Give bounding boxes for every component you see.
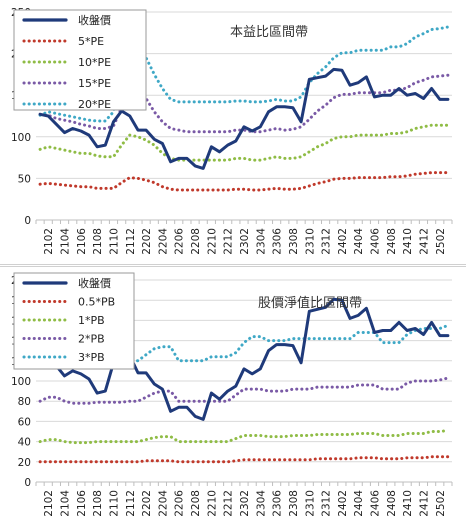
y-tick-label: 80 — [18, 396, 31, 408]
x-tick-label: 2106 — [76, 490, 88, 517]
x-tick-label: 2208 — [190, 228, 202, 255]
y-tick-label: 50 — [18, 173, 31, 185]
x-tick-label: 2502 — [435, 490, 447, 517]
x-tick-label: 2308 — [288, 228, 300, 255]
y-tick-label: 40 — [18, 437, 31, 449]
x-tick-label: 2206 — [174, 490, 186, 517]
x-tick-label: 2202 — [141, 490, 153, 517]
series-line-4 — [38, 25, 450, 123]
pb-band-chart: 0204060801001201401601802002102210421062… — [11, 272, 453, 517]
legend-label: 5*PE — [78, 35, 104, 48]
x-tick-label: 2206 — [174, 228, 186, 255]
x-tick-label: 2210 — [206, 490, 218, 517]
series-line-2 — [38, 429, 450, 445]
x-tick-label: 2412 — [418, 490, 430, 517]
x-tick-label: 2410 — [402, 228, 414, 255]
x-tick-label: 2212 — [223, 490, 235, 517]
x-tick-label: 2412 — [418, 228, 430, 255]
x-tick-label: 2502 — [435, 228, 447, 255]
x-tick-label: 2402 — [337, 490, 349, 517]
x-tick-label: 2210 — [206, 228, 218, 255]
x-tick-label: 2202 — [141, 228, 153, 255]
x-tick-label: 2110 — [108, 490, 120, 517]
x-tick-label: 2402 — [337, 228, 349, 255]
x-tick-label: 2302 — [239, 490, 251, 517]
legend-box — [13, 272, 135, 370]
x-tick-label: 2102 — [43, 228, 55, 255]
legend-label: 3*PB — [78, 351, 105, 364]
legend-label: 20*PE — [78, 98, 111, 111]
y-tick-label: 0 — [24, 477, 31, 489]
legend-box — [13, 9, 147, 111]
legend-label: 收盤價 — [78, 276, 111, 290]
x-tick-label: 2212 — [223, 228, 235, 255]
x-tick-label: 2102 — [43, 490, 55, 517]
x-tick-label: 2312 — [321, 228, 333, 255]
x-tick-label: 2304 — [255, 228, 267, 255]
x-tick-label: 2408 — [386, 228, 398, 255]
x-tick-label: 2104 — [60, 228, 72, 255]
x-tick-label: 2204 — [157, 490, 169, 517]
x-tick-label: 2310 — [304, 490, 316, 517]
x-tick-label: 2410 — [402, 490, 414, 517]
chart-title: 本益比區間帶 — [230, 25, 308, 40]
x-tick-label: 2110 — [108, 228, 120, 255]
x-tick-label: 2108 — [92, 228, 104, 255]
series-line-3 — [38, 376, 450, 405]
x-tick-label: 2306 — [272, 490, 284, 517]
x-tick-label: 2112 — [125, 228, 137, 255]
y-tick-label: 60 — [18, 416, 31, 428]
legend-label: 收盤價 — [78, 13, 111, 27]
series-line-0 — [38, 297, 450, 421]
x-tick-label: 2112 — [125, 490, 137, 517]
x-tick-label: 2408 — [386, 490, 398, 517]
legend-label: 10*PE — [78, 56, 111, 69]
y-tick-label: 20 — [18, 457, 31, 469]
x-tick-label: 2310 — [304, 228, 316, 255]
series-line-1 — [38, 171, 450, 192]
x-tick-label: 2204 — [157, 228, 169, 255]
x-tick-label: 2302 — [239, 228, 251, 255]
series-line-0 — [38, 67, 450, 170]
x-tick-label: 2404 — [353, 490, 365, 517]
y-tick-label: 100 — [11, 376, 31, 388]
series-line-1 — [38, 455, 450, 464]
series-line-3 — [38, 73, 450, 134]
x-tick-label: 2406 — [370, 490, 382, 517]
x-tick-label: 2108 — [92, 490, 104, 517]
series-line-2 — [38, 123, 450, 162]
x-tick-label: 2106 — [76, 228, 88, 255]
y-tick-label: 0 — [24, 215, 31, 227]
x-tick-label: 2208 — [190, 490, 202, 517]
chart-title: 股價淨值比區間帶 — [258, 295, 362, 311]
legend-label: 15*PE — [78, 77, 111, 90]
pe-band-chart: 0501001502002502102210421062108211021122… — [11, 7, 453, 255]
x-tick-label: 2406 — [370, 228, 382, 255]
x-tick-label: 2304 — [255, 490, 267, 517]
pe-band-chart-panel: 0501001502002502102210421062108211021122… — [0, 0, 466, 265]
legend-label: 1*PB — [78, 314, 105, 327]
x-tick-label: 2104 — [60, 490, 72, 517]
x-tick-label: 2308 — [288, 490, 300, 517]
x-tick-label: 2312 — [321, 490, 333, 517]
x-tick-label: 2404 — [353, 228, 365, 255]
legend-label: 0.5*PB — [78, 296, 115, 309]
pb-band-chart-panel: 0204060801001201401601802002102210421062… — [0, 266, 466, 531]
x-tick-label: 2306 — [272, 228, 284, 255]
legend-label: 2*PB — [78, 333, 105, 346]
y-tick-label: 100 — [11, 132, 31, 144]
